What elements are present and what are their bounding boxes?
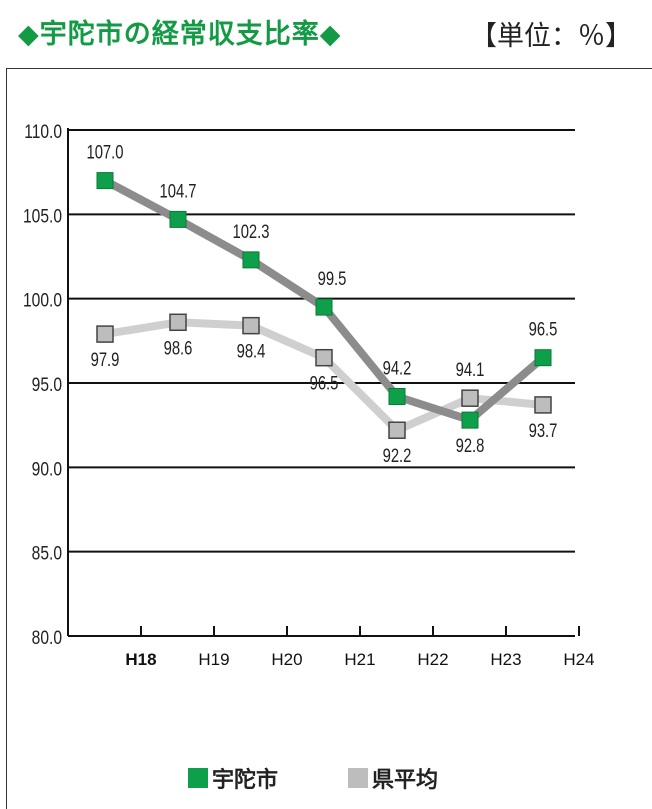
data-label-1-2: 98.4: [237, 341, 266, 362]
data-point-0-1: [169, 210, 187, 228]
data-point-1-3: [315, 348, 333, 367]
y-tick-label: 100.0: [23, 289, 62, 311]
y-tick-label: 110.0: [24, 121, 62, 143]
data-label-1-4: 92.2: [383, 445, 412, 466]
data-point-0-4: [388, 387, 406, 405]
data-point-1-6: [534, 396, 552, 414]
data-point-1-0: [96, 325, 114, 343]
unit-label: 【単位：％】: [470, 21, 632, 52]
y-tick-label: 90.0: [32, 458, 62, 480]
x-tick-label: H20: [271, 650, 302, 669]
data-point-0-5: [461, 411, 479, 429]
legend-item-pref: 県平均: [348, 762, 438, 794]
x-tick-label: H19: [198, 650, 229, 669]
data-label-0-1: 104.7: [159, 181, 196, 202]
chart-title: ◆宇陀市の経常収支比率◆: [18, 19, 342, 50]
header: ◆宇陀市の経常収支比率◆ 【単位：％】: [0, 0, 652, 70]
legend-label-uda: 宇陀市: [212, 768, 279, 793]
legend-item-uda: 宇陀市: [188, 762, 278, 794]
data-label-0-5: 92.8: [456, 435, 485, 456]
data-label-1-5: 94.1: [456, 359, 485, 380]
data-label-1-0: 97.9: [91, 349, 120, 370]
data-point-1-4: [388, 421, 406, 439]
y-tick-label: 85.0: [32, 542, 62, 564]
data-point-0-6: [534, 349, 552, 367]
y-tick-label: 80.0: [32, 627, 62, 649]
data-point-0-0: [96, 172, 114, 190]
data-label-1-3: 96.5: [310, 373, 339, 394]
data-label-0-6: 96.5: [529, 319, 558, 340]
data-point-1-2: [242, 316, 260, 335]
chart-border: [6, 68, 652, 809]
y-tick-label: 95.0: [32, 374, 62, 396]
x-tick-label: H21: [344, 650, 375, 669]
legend-label-pref: 県平均: [372, 768, 439, 793]
data-point-0-2: [242, 251, 260, 269]
y-tick-label: 105.0: [23, 205, 62, 227]
data-point-1-5: [461, 389, 479, 407]
data-label-0-0: 107.0: [86, 142, 123, 163]
data-label-0-2: 102.3: [232, 221, 269, 242]
legend-swatch-pref: [348, 768, 368, 788]
data-point-0-3: [315, 298, 333, 316]
data-label-1-1: 98.6: [164, 338, 193, 359]
legend-swatch-uda: [188, 768, 208, 788]
x-tick-label: H24: [563, 650, 594, 669]
x-tick-label: H23: [490, 650, 521, 669]
data-label-0-3: 99.5: [318, 268, 347, 289]
x-tick-label: H22: [417, 650, 448, 669]
data-point-1-1: [169, 313, 187, 332]
data-label-1-6: 93.7: [529, 420, 558, 441]
x-tick-label: H18: [125, 650, 156, 669]
data-label-0-4: 94.2: [383, 358, 412, 379]
